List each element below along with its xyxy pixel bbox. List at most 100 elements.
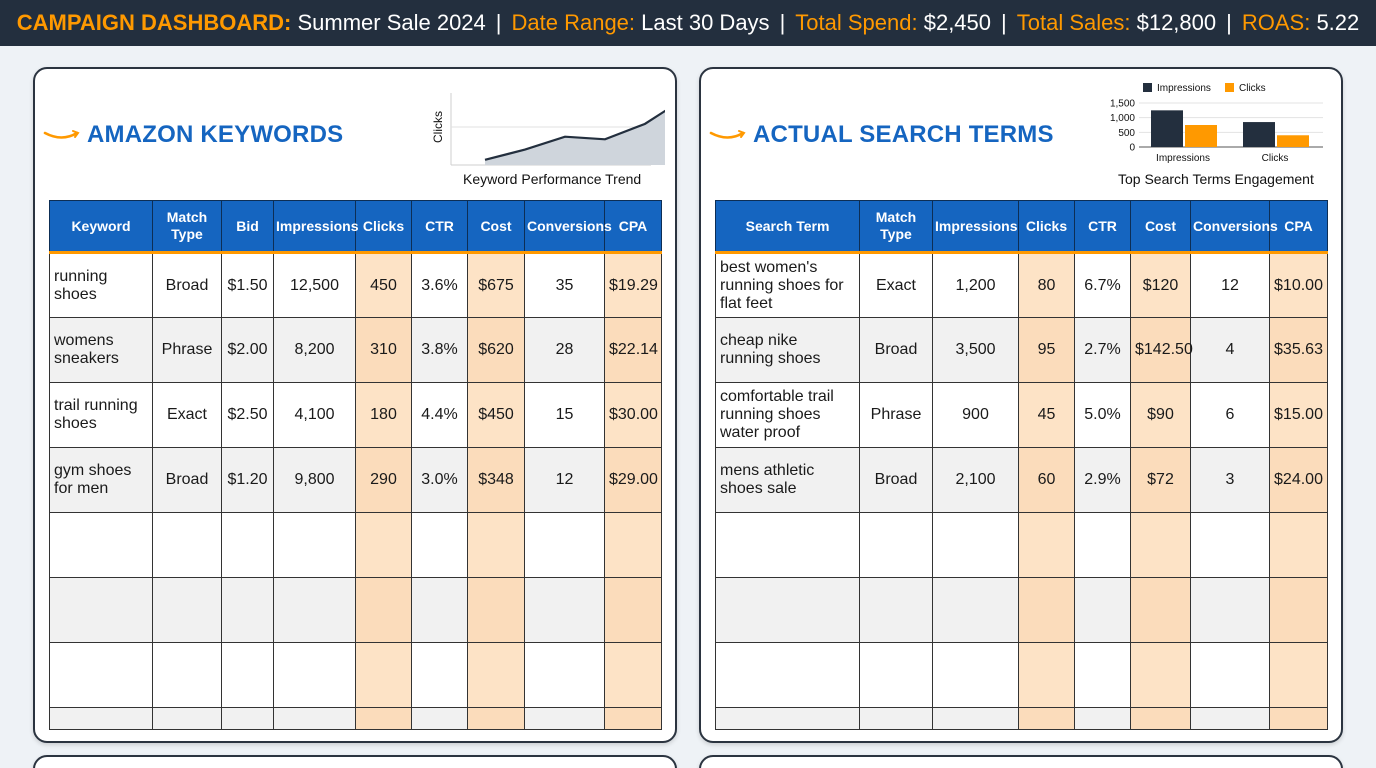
table-row[interactable]: best women's running shoes for flat feet… <box>715 252 1328 318</box>
column-header[interactable]: Bid <box>221 200 274 254</box>
cost-cell: $120 <box>1130 252 1191 318</box>
table-row[interactable]: gym shoes for men Broad $1.20 9,800 290 … <box>49 447 662 513</box>
column-header[interactable]: Search Term <box>715 200 860 254</box>
ctr-cell: 3.0% <box>411 447 468 513</box>
separator: | <box>779 10 786 35</box>
cpa-cell: $35.63 <box>1269 317 1328 383</box>
cpa-cell: $15.00 <box>1269 382 1328 448</box>
keyword-cell: trail running shoes <box>49 382 153 448</box>
empty-table-row <box>49 577 662 643</box>
column-header[interactable]: CTR <box>1074 200 1131 254</box>
cpa-cell: $22.14 <box>604 317 662 383</box>
column-header[interactable]: Keyword <box>49 200 153 254</box>
conversions-cell: 15 <box>524 382 605 448</box>
search-terms-panel: ACTUAL SEARCH TERMS Impressions Clicks 1,… <box>699 67 1343 743</box>
impressions-cell: 9,800 <box>273 447 356 513</box>
column-header[interactable]: CTR <box>411 200 468 254</box>
y-tick-label: 0 <box>1129 143 1135 154</box>
clicks-cell: 290 <box>355 447 412 513</box>
bid-cell: $2.00 <box>221 317 274 383</box>
column-header[interactable]: Cost <box>1130 200 1191 254</box>
column-header[interactable]: Match Type <box>152 200 222 254</box>
ctr-cell: 4.4% <box>411 382 468 448</box>
panel-title: ACTUAL SEARCH TERMS <box>709 121 1054 149</box>
match-type-cell: Phrase <box>859 382 933 448</box>
empty-table-row <box>715 707 1328 730</box>
match-type-cell: Broad <box>152 447 222 513</box>
amazon-smile-icon <box>709 130 746 139</box>
match-type-cell: Exact <box>859 252 933 318</box>
column-header[interactable]: Impressions <box>932 200 1019 254</box>
panel-title-text: AMAZON KEYWORDS <box>87 121 344 148</box>
column-header[interactable]: Clicks <box>355 200 412 254</box>
conversions-cell: 3 <box>1190 447 1270 513</box>
empty-table-row <box>715 512 1328 578</box>
match-type-cell: Broad <box>859 317 933 383</box>
clicks-cell: 180 <box>355 382 412 448</box>
bar-chart-caption: Top Search Terms Engagement <box>1118 171 1314 187</box>
table-row[interactable]: mens athletic shoes sale Broad 2,100 60 … <box>715 447 1328 513</box>
column-header[interactable]: Conversions <box>524 200 612 254</box>
legend-label: Impressions <box>1157 83 1211 94</box>
conversions-cell: 4 <box>1190 317 1270 383</box>
clicks-cell: 95 <box>1018 317 1075 383</box>
chart-legend: Impressions Clicks <box>1143 83 1266 94</box>
table-row[interactable]: comfortable trail running shoes water pr… <box>715 382 1328 448</box>
cpa-cell: $29.00 <box>604 447 662 513</box>
cost-cell: $142.50 <box>1130 317 1193 383</box>
campaign-value: Summer Sale 2024 <box>297 10 486 35</box>
search-term-cell: mens athletic shoes sale <box>715 447 860 513</box>
cost-cell: $348 <box>467 447 525 513</box>
empty-table-row <box>49 512 662 578</box>
bid-cell: $1.20 <box>221 447 274 513</box>
roas-label: ROAS: <box>1241 10 1311 35</box>
impressions-cell: 12,500 <box>273 252 356 318</box>
match-type-cell: Exact <box>152 382 222 448</box>
column-header[interactable]: Impressions <box>273 200 358 254</box>
impressions-cell: 4,100 <box>273 382 356 448</box>
roas-value: 5.22 <box>1316 10 1360 35</box>
clicks-cell: 60 <box>1018 447 1075 513</box>
bottom-right-panel <box>699 755 1343 768</box>
column-header[interactable]: Match Type <box>859 200 933 254</box>
campaign-summary-bar: CAMPAIGN DASHBOARD: Summer Sale 2024 | D… <box>0 0 1376 46</box>
conversions-cell: 12 <box>1190 252 1270 318</box>
column-header[interactable]: Conversions <box>1190 200 1278 254</box>
ctr-cell: 2.7% <box>1074 317 1131 383</box>
campaign-label: CAMPAIGN DASHBOARD: <box>16 10 292 35</box>
cost-cell: $620 <box>467 317 525 383</box>
ctr-cell: 6.7% <box>1074 252 1131 318</box>
table-row[interactable]: cheap nike running shoes Broad 3,500 95 … <box>715 317 1328 383</box>
table-row[interactable]: running shoes Broad $1.50 12,500 450 3.6… <box>49 252 662 318</box>
bar <box>1185 125 1217 147</box>
empty-table-row <box>49 707 662 730</box>
legend-swatch <box>1225 83 1234 92</box>
keyword-cell: gym shoes for men <box>49 447 153 513</box>
separator: | <box>495 10 502 35</box>
table-row[interactable]: trail running shoes Exact $2.50 4,100 18… <box>49 382 662 448</box>
column-header[interactable]: CPA <box>604 200 662 254</box>
panel-title: AMAZON KEYWORDS <box>43 121 343 149</box>
bar <box>1151 110 1183 147</box>
column-header[interactable]: CPA <box>1269 200 1328 254</box>
y-tick-label: 1,000 <box>1110 113 1135 124</box>
bar <box>1243 122 1275 147</box>
column-header[interactable]: Clicks <box>1018 200 1075 254</box>
legend-swatch <box>1143 83 1152 92</box>
impressions-cell: 3,500 <box>932 317 1019 383</box>
amazon-keywords-panel: AMAZON KEYWORDS Clicks Keyword Performan… <box>33 67 677 743</box>
clicks-cell: 80 <box>1018 252 1075 318</box>
x-tick-label: Impressions <box>1156 153 1210 164</box>
conversions-cell: 28 <box>524 317 605 383</box>
cost-cell: $450 <box>467 382 525 448</box>
impressions-cell: 900 <box>932 382 1019 448</box>
trend-y-axis-label: Clicks <box>431 111 445 143</box>
table-row[interactable]: womens sneakers Phrase $2.00 8,200 310 3… <box>49 317 662 383</box>
total-sales-value: $12,800 <box>1136 10 1217 35</box>
cost-cell: $72 <box>1130 447 1191 513</box>
impressions-cell: 2,100 <box>932 447 1019 513</box>
cpa-cell: $24.00 <box>1269 447 1328 513</box>
cpa-cell: $19.29 <box>604 252 662 318</box>
match-type-cell: Broad <box>152 252 222 318</box>
column-header[interactable]: Cost <box>467 200 525 254</box>
